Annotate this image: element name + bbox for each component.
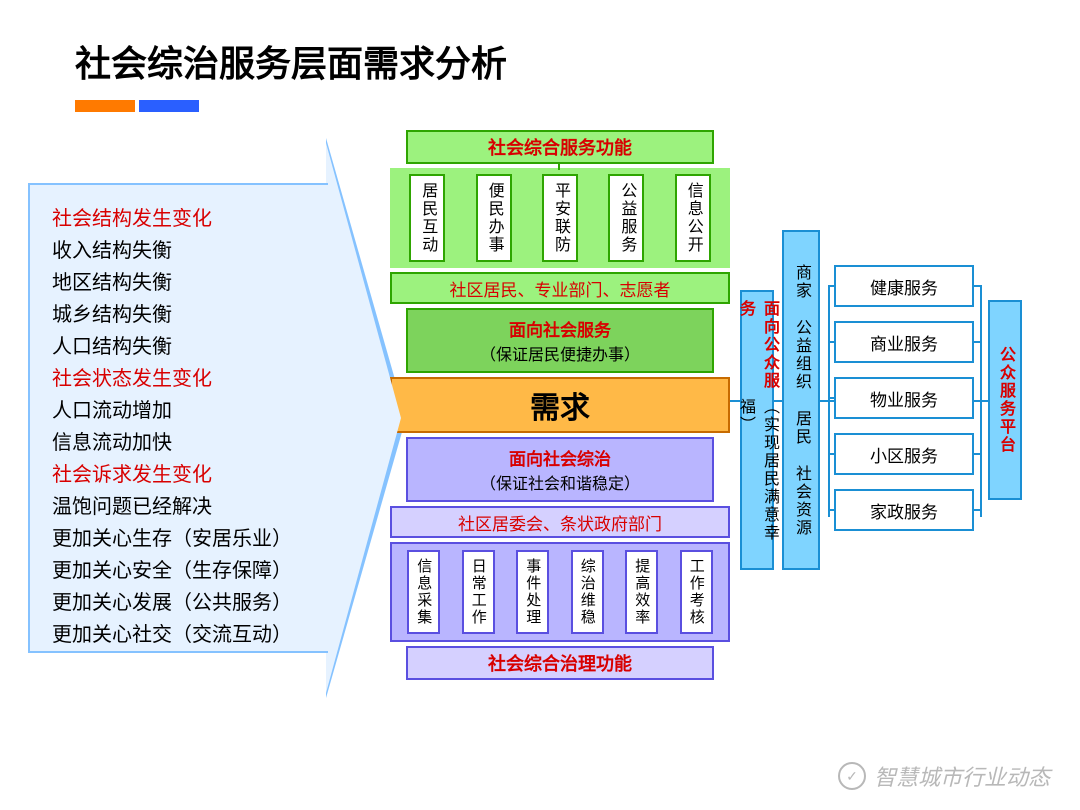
bottom-item: 事件处理 [516, 550, 549, 634]
left-item: 城乡结构失衡 [52, 299, 318, 331]
left-item: 社会诉求发生变化 [52, 459, 318, 491]
bottom-item: 综治维稳 [571, 550, 604, 634]
connector [730, 400, 740, 402]
left-arrow-panel: 社会结构发生变化收入结构失衡地区结构失衡城乡结构失衡人口结构失衡社会状态发生变化… [28, 183, 383, 653]
connector [974, 341, 980, 343]
bottom-header: 社会综合治理功能 [406, 646, 714, 680]
right-service-item: 商业服务 [834, 321, 974, 363]
left-item: 更加关心发展（公共服务） [52, 587, 318, 619]
watermark: ✓ 智慧城市行业动态 [838, 760, 1050, 792]
arrow-shape-fill [326, 143, 401, 693]
bottom-item: 工作考核 [680, 550, 713, 634]
watermark-text: 智慧城市行业动态 [874, 760, 1050, 792]
connector [774, 400, 782, 402]
left-item: 收入结构失衡 [52, 235, 318, 267]
bottom-participants: 社区居委会、条状政府部门 [390, 506, 730, 538]
public-service-sub: （实现居民满意幸福） [733, 398, 781, 561]
demand-box: 需求 [390, 377, 730, 433]
right-service-item: 小区服务 [834, 433, 974, 475]
right-service-item: 健康服务 [834, 265, 974, 307]
left-item: 社会结构发生变化 [52, 203, 318, 235]
connector [558, 164, 560, 170]
service-box: 面向社会服务 （保证居民便捷办事） [406, 308, 714, 373]
left-item: 社会状态发生变化 [52, 363, 318, 395]
connector [974, 509, 980, 511]
public-service-title: 面向公众服务 [733, 300, 781, 398]
top-header: 社会综合服务功能 [406, 130, 714, 164]
platform-col: 公众服务平台 [988, 300, 1022, 500]
left-item: 更加关心安全（生存保障） [52, 555, 318, 587]
connector [828, 453, 834, 455]
page-title: 社会综治服务层面需求分析 [75, 35, 507, 87]
connector [828, 341, 834, 343]
connector [980, 285, 982, 517]
left-item: 地区结构失衡 [52, 267, 318, 299]
left-item: 更加关心生存（安居乐业） [52, 523, 318, 555]
connector [828, 285, 830, 517]
left-item: 更加关心社交（交流互动） [52, 619, 318, 651]
right-service-item: 物业服务 [834, 377, 974, 419]
left-item: 温饱问题已经解决 [52, 491, 318, 523]
connector [820, 400, 834, 402]
left-item: 人口结构失衡 [52, 331, 318, 363]
left-item: 信息流动加快 [52, 427, 318, 459]
top-participants: 社区居民、专业部门、志愿者 [390, 272, 730, 304]
service-title: 面向社会服务 [414, 316, 706, 341]
left-item: 人口流动增加 [52, 395, 318, 427]
wechat-icon: ✓ [838, 762, 866, 790]
top-item: 信息公开 [675, 174, 711, 262]
public-service-col: 面向公众服务 （实现居民满意幸福） [740, 290, 774, 570]
accent-bar-blue [139, 100, 199, 112]
service-sub: （保证居民便捷办事） [414, 341, 706, 365]
top-item: 居民互动 [409, 174, 445, 262]
connector [828, 509, 834, 511]
bottom-item: 提高效率 [625, 550, 658, 634]
resources-col: 商家 公益组织 居民 社会资源 [782, 230, 820, 570]
connector [974, 453, 980, 455]
top-item: 公益服务 [608, 174, 644, 262]
accent-bar-orange [75, 100, 135, 112]
governance-title: 面向社会综治 [414, 445, 706, 470]
bottom-item: 日常工作 [462, 550, 495, 634]
governance-box: 面向社会综治 （保证社会和谐稳定） [406, 437, 714, 502]
left-list: 社会结构发生变化收入结构失衡地区结构失衡城乡结构失衡人口结构失衡社会状态发生变化… [30, 185, 328, 661]
governance-sub: （保证社会和谐稳定） [414, 470, 706, 494]
accent-bars [75, 100, 199, 112]
center-column: 社会综合服务功能 居民互动便民办事平安联防公益服务信息公开 社区居民、专业部门、… [390, 130, 730, 680]
connector [828, 285, 834, 287]
right-service-item: 家政服务 [834, 489, 974, 531]
top-items-row: 居民互动便民办事平安联防公益服务信息公开 [390, 168, 730, 268]
bottom-items-row: 信息采集日常工作事件处理综治维稳提高效率工作考核 [390, 542, 730, 642]
bottom-item: 信息采集 [407, 550, 440, 634]
left-panel-body: 社会结构发生变化收入结构失衡地区结构失衡城乡结构失衡人口结构失衡社会状态发生变化… [28, 183, 328, 653]
connector [974, 285, 980, 287]
right-service-list: 健康服务商业服务物业服务小区服务家政服务 [834, 265, 974, 545]
right-cluster: 面向公众服务 （实现居民满意幸福） 商家 公益组织 居民 社会资源 健康服务商业… [740, 230, 1065, 590]
top-item: 平安联防 [542, 174, 578, 262]
platform-label: 公众服务平台 [993, 346, 1017, 454]
top-item: 便民办事 [476, 174, 512, 262]
connector [828, 397, 834, 399]
